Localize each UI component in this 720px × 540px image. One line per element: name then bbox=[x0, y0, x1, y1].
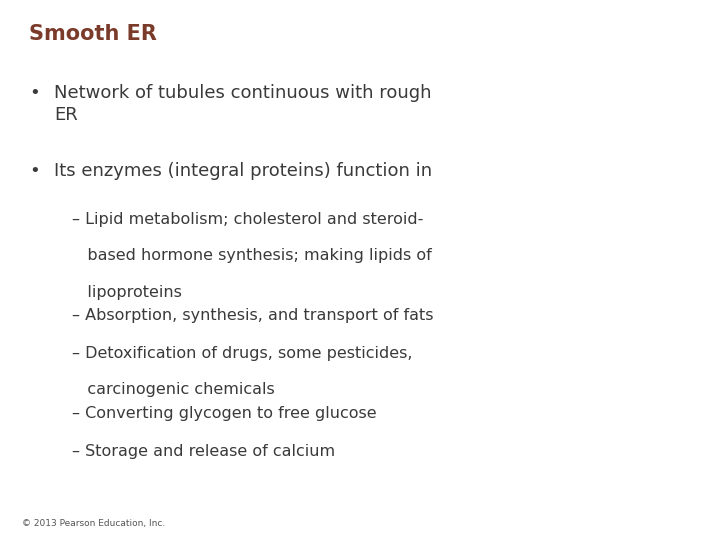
Text: – Absorption, synthesis, and transport of fats: – Absorption, synthesis, and transport o… bbox=[72, 308, 433, 323]
Text: – Detoxification of drugs, some pesticides,: – Detoxification of drugs, some pesticid… bbox=[72, 346, 413, 361]
Text: – Lipid metabolism; cholesterol and steroid-: – Lipid metabolism; cholesterol and ster… bbox=[72, 212, 423, 227]
Text: •: • bbox=[29, 162, 40, 180]
Text: – Converting glycogen to free glucose: – Converting glycogen to free glucose bbox=[72, 406, 377, 421]
Text: – Storage and release of calcium: – Storage and release of calcium bbox=[72, 444, 335, 459]
Text: carcinogenic chemicals: carcinogenic chemicals bbox=[72, 382, 275, 397]
Text: •: • bbox=[29, 84, 40, 102]
Text: Its enzymes (integral proteins) function in: Its enzymes (integral proteins) function… bbox=[54, 162, 432, 180]
Text: Network of tubules continuous with rough
ER: Network of tubules continuous with rough… bbox=[54, 84, 431, 124]
Text: © 2013 Pearson Education, Inc.: © 2013 Pearson Education, Inc. bbox=[22, 519, 165, 528]
Text: based hormone synthesis; making lipids of: based hormone synthesis; making lipids o… bbox=[72, 248, 432, 264]
Text: lipoproteins: lipoproteins bbox=[72, 285, 182, 300]
Text: Smooth ER: Smooth ER bbox=[29, 24, 157, 44]
